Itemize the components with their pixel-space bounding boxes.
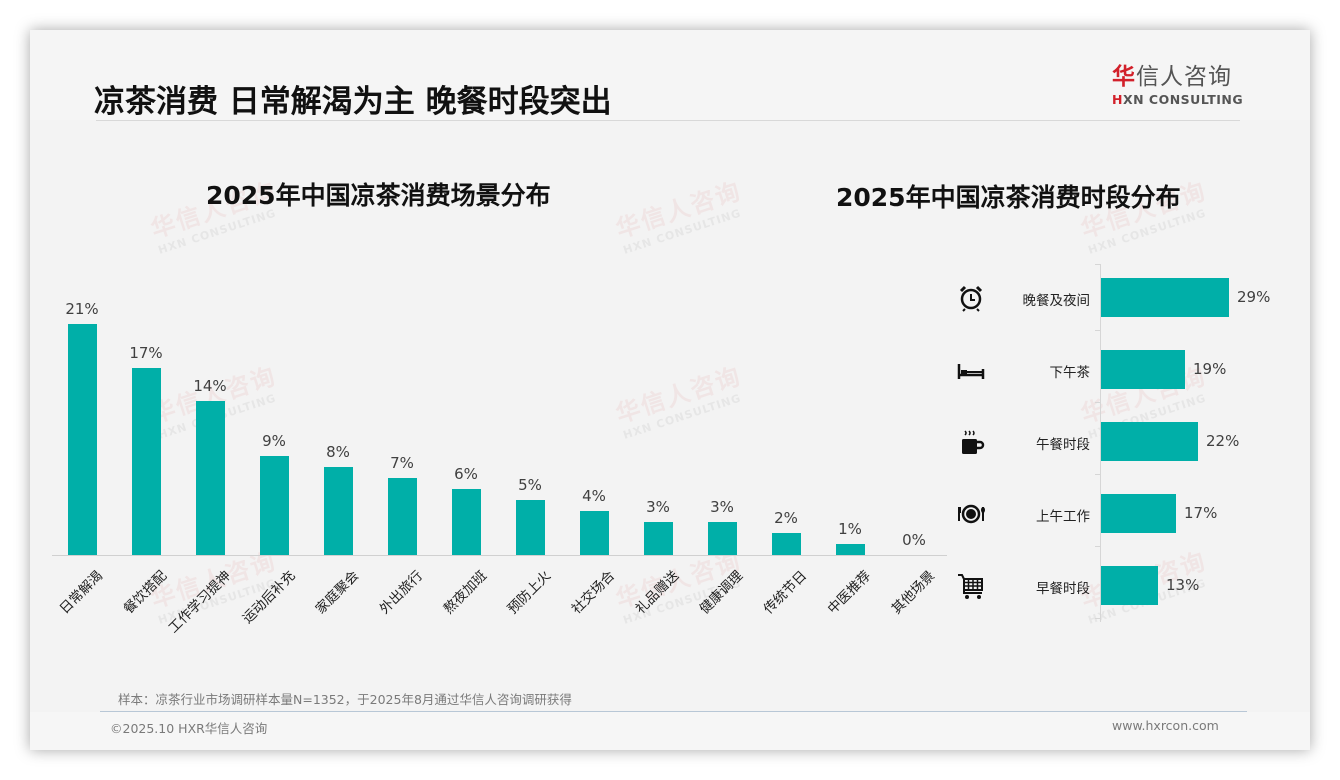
bar — [772, 533, 801, 555]
bar — [196, 401, 225, 555]
time-chart-title: 2025年中国凉茶消费时段分布 — [836, 183, 1181, 212]
bar-value-label: 29% — [1237, 288, 1271, 306]
bar-value-label: 6% — [454, 465, 478, 483]
bar — [388, 478, 417, 555]
bar-value-label: 2% — [774, 509, 798, 527]
category-label: 传统节日 — [760, 567, 811, 618]
category-label: 预防上火 — [504, 567, 555, 618]
x-axis-line — [52, 555, 947, 556]
bar — [68, 324, 97, 555]
category-label: 外出旅行 — [376, 567, 427, 618]
bar — [452, 489, 481, 555]
category-label: 健康调理 — [696, 567, 747, 618]
axis-tick — [1095, 402, 1101, 403]
bar — [132, 368, 161, 555]
bar — [1101, 566, 1158, 605]
scene-chart-title: 2025年中国凉茶消费场景分布 — [206, 181, 551, 210]
bar — [1101, 494, 1176, 533]
company-logo: 华信人咨询 HXN CONSULTING — [1112, 62, 1244, 107]
axis-tick — [1095, 546, 1101, 547]
footer-divider — [100, 711, 1247, 712]
logo-en: HXN CONSULTING — [1112, 92, 1244, 107]
category-label: 家庭聚会 — [312, 567, 363, 618]
slide: 华信人咨询 HXN CONSULTING 华信人咨询 HXN CONSULTING … — [30, 30, 1310, 750]
bar-value-label: 5% — [518, 476, 542, 494]
time-bar-chart: 29% 晚餐及夜间 19% 下午茶 22% 午餐时段 17% 上午工作 13% 早餐时段 — [940, 260, 1300, 630]
y-axis-line — [1100, 264, 1101, 622]
header-band — [30, 30, 1310, 120]
bar-value-label: 14% — [193, 377, 227, 395]
copyright: ©2025.10 HXR华信人咨询 — [110, 721, 268, 736]
website-link[interactable]: www.hxrcon.com — [1112, 718, 1219, 733]
category-label: 工作学习提神 — [165, 567, 235, 637]
bar-value-label: 17% — [129, 344, 163, 362]
category-label: 礼品赠送 — [632, 567, 683, 618]
category-label: 社交场合 — [568, 567, 619, 618]
bar-value-label: 19% — [1193, 360, 1227, 378]
coffee-mug-icon — [956, 427, 986, 457]
bar-value-label: 13% — [1166, 576, 1200, 594]
footer-band — [30, 712, 1310, 750]
category-label: 下午茶 — [1049, 365, 1091, 381]
category-label: 运动后补充 — [239, 567, 299, 627]
bar — [1101, 350, 1185, 389]
bar-value-label: 4% — [582, 487, 606, 505]
bar-value-label: 7% — [390, 454, 414, 472]
category-label: 中医推荐 — [824, 567, 875, 618]
bar — [836, 544, 865, 555]
category-label: 餐饮搭配 — [120, 567, 171, 618]
source-note: 样本：凉茶行业市场调研样本量N=1352，于2025年8月通过华信人咨询调研获得 — [118, 692, 572, 707]
title-divider — [96, 120, 1240, 121]
axis-tick — [1095, 474, 1101, 475]
bar — [580, 511, 609, 555]
bar-value-label: 22% — [1206, 432, 1240, 450]
bar — [644, 522, 673, 555]
bar-value-label: 3% — [710, 498, 734, 516]
category-label: 晚餐及夜间 — [1022, 293, 1091, 309]
bar — [1101, 278, 1229, 317]
bar-value-label: 8% — [326, 443, 350, 461]
bed-icon — [956, 355, 986, 385]
category-label: 早餐时段 — [1036, 581, 1090, 597]
bar — [324, 467, 353, 555]
bar-value-label: 9% — [262, 432, 286, 450]
page-title: 凉茶消费 日常解渴为主 晚餐时段突出 — [94, 84, 612, 120]
logo-cn: 华信人咨询 — [1112, 64, 1232, 90]
plate-cutlery-icon — [956, 499, 986, 529]
category-label: 熬夜加班 — [440, 567, 491, 618]
bar — [1101, 422, 1198, 461]
category-label: 午餐时段 — [1036, 437, 1090, 453]
bar-value-label: 1% — [838, 520, 862, 538]
category-label: 日常解渴 — [56, 567, 107, 618]
axis-tick — [1095, 264, 1101, 265]
bar — [260, 456, 289, 555]
shopping-cart-icon — [956, 571, 986, 601]
bar-value-label: 17% — [1184, 504, 1218, 522]
scene-bar-chart: 21% 日常解渴 17% 餐饮搭配 14% 工作学习提神 9% 运动后补充 8% 家庭聚会 7% 外出… — [50, 270, 950, 636]
alarm-clock-icon — [956, 283, 986, 313]
category-label: 上午工作 — [1036, 509, 1090, 525]
bar — [516, 500, 545, 555]
bar — [708, 522, 737, 555]
bar-value-label: 3% — [646, 498, 670, 516]
category-label: 其他场景 — [888, 567, 939, 618]
bar-value-label: 0% — [902, 531, 926, 549]
bar-value-label: 21% — [65, 300, 99, 318]
axis-tick — [1095, 330, 1101, 331]
axis-tick — [1095, 618, 1101, 619]
